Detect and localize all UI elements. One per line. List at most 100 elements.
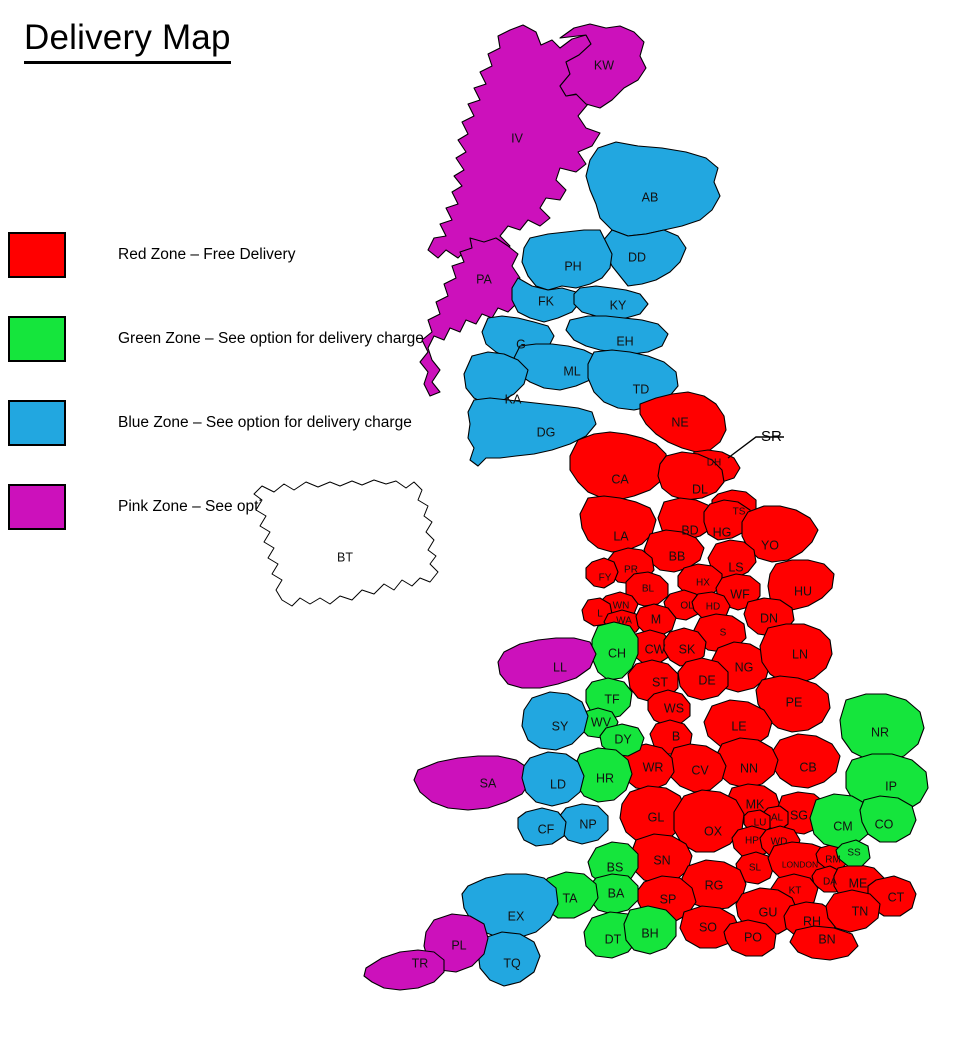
region-label-ML: ML: [563, 364, 580, 378]
region-shape-BH[interactable]: [623, 905, 677, 955]
region-shape-LA[interactable]: [579, 495, 657, 553]
region-label-OL: OL: [680, 601, 694, 612]
region-shape-HG[interactable]: [703, 499, 753, 541]
region-label-NN: NN: [740, 761, 758, 775]
region-label-TD: TD: [633, 382, 650, 396]
region-label-ST: ST: [652, 675, 668, 689]
region-shape-SY[interactable]: [521, 691, 589, 751]
region-shape-LE[interactable]: [703, 699, 773, 751]
region-label-TN: TN: [852, 904, 869, 918]
region-shape-SA[interactable]: [413, 755, 531, 811]
region-shape-KA[interactable]: [463, 351, 529, 405]
region-label-LE: LE: [731, 719, 746, 733]
region-shape-TN[interactable]: [825, 889, 881, 933]
region-shape-FK[interactable]: [511, 277, 581, 323]
region-shape-PO[interactable]: [723, 919, 777, 957]
region-label-CF: CF: [538, 822, 555, 836]
region-shape-HU[interactable]: [767, 559, 835, 611]
region-label-SL: SL: [749, 863, 762, 874]
region-shape-FY[interactable]: [585, 557, 619, 589]
legend-label-green: Green Zone – See option for delivery cha…: [118, 330, 424, 347]
region-label-BH: BH: [641, 926, 658, 940]
region-label-RH: RH: [803, 914, 821, 928]
region-shape-EX[interactable]: [461, 873, 559, 939]
region-label-LA: LA: [613, 529, 629, 543]
legend-label-blue: Blue Zone – See option for delivery char…: [118, 414, 412, 431]
region-label-PA: PA: [476, 272, 492, 286]
region-shape-PE[interactable]: [755, 675, 831, 733]
region-shape-BT[interactable]: [253, 479, 439, 607]
region-label-HG: HG: [713, 525, 732, 539]
region-label-EH: EH: [616, 334, 633, 348]
page-title-text: Delivery Map: [24, 18, 231, 64]
region-shape-CA[interactable]: [569, 431, 669, 501]
region-shape-DE[interactable]: [677, 657, 729, 701]
region-label-SA: SA: [480, 776, 497, 790]
region-shape-CM[interactable]: [809, 793, 873, 849]
region-label-LONDON: LONDON: [782, 859, 818, 869]
region-label-DG: DG: [537, 425, 556, 439]
region-shape-OL[interactable]: [663, 589, 703, 621]
legend-item-green: Green Zone – See option for delivery cha…: [8, 316, 428, 362]
region-label-SP: SP: [660, 892, 677, 906]
region-shape-TR[interactable]: [363, 949, 445, 991]
region-shape-KW[interactable]: [559, 23, 647, 109]
region-shape-NE[interactable]: [639, 391, 727, 453]
region-label-BA: BA: [608, 886, 625, 900]
region-label-GL: GL: [648, 810, 665, 824]
region-label-NE: NE: [671, 415, 688, 429]
legend-swatch-red: [8, 232, 66, 278]
region-shape-M[interactable]: [635, 603, 677, 637]
region-label-SG: SG: [790, 808, 808, 822]
region-label-SO: SO: [699, 920, 717, 934]
region-shape-SS[interactable]: [835, 839, 871, 867]
region-shape-OX[interactable]: [673, 789, 745, 853]
region-shape-BL[interactable]: [625, 571, 669, 607]
region-label-S: S: [720, 628, 727, 639]
region-shape-NR[interactable]: [839, 693, 925, 763]
region-shape-DL[interactable]: [657, 451, 725, 501]
region-label-DT: DT: [605, 932, 622, 946]
region-shape-LD[interactable]: [521, 751, 585, 807]
region-label-CV: CV: [691, 763, 709, 777]
region-label-BT: BT: [337, 550, 353, 564]
region-shape-PA[interactable]: [419, 237, 521, 397]
legend-swatch-blue: [8, 400, 66, 446]
region-shape-BD[interactable]: [657, 497, 717, 541]
region-label-DH: DH: [707, 458, 721, 469]
map-region-shapes: [253, 23, 929, 991]
region-shape-LL[interactable]: [497, 637, 597, 689]
region-label-LS: LS: [728, 560, 743, 574]
region-label-DY: DY: [614, 732, 632, 746]
region-label-PR: PR: [624, 565, 638, 576]
legend-swatch-green: [8, 316, 66, 362]
region-shape-KY[interactable]: [573, 285, 649, 319]
region-label-FK: FK: [538, 294, 555, 308]
region-shape-AB[interactable]: [585, 141, 721, 237]
region-shape-DG[interactable]: [467, 397, 597, 467]
region-shape-DY[interactable]: [599, 723, 645, 757]
region-shape-PH[interactable]: [521, 229, 613, 291]
region-label-TS: TS: [733, 507, 746, 518]
region-label-WR: WR: [643, 760, 664, 774]
region-label-LD: LD: [550, 777, 566, 791]
region-label-IV: IV: [511, 131, 523, 145]
region-shape-YO[interactable]: [741, 505, 819, 563]
region-label-WF: WF: [730, 587, 750, 601]
region-label-DE: DE: [698, 673, 715, 687]
region-label-G: G: [516, 337, 526, 351]
region-label-WS: WS: [664, 701, 684, 715]
region-shape-CF[interactable]: [517, 807, 567, 847]
region-shape-TQ[interactable]: [477, 931, 541, 987]
region-label-WD: WD: [771, 837, 788, 848]
region-label-OX: OX: [704, 824, 723, 838]
region-label-ME: ME: [849, 876, 868, 890]
region-label-PO: PO: [744, 930, 762, 944]
region-shape-CO[interactable]: [859, 795, 917, 843]
region-shape-BN[interactable]: [789, 925, 859, 961]
region-shape-EH[interactable]: [565, 315, 669, 355]
region-label-CM: CM: [833, 819, 852, 833]
region-shape-LN[interactable]: [759, 623, 833, 685]
region-label-LU: LU: [754, 818, 767, 829]
